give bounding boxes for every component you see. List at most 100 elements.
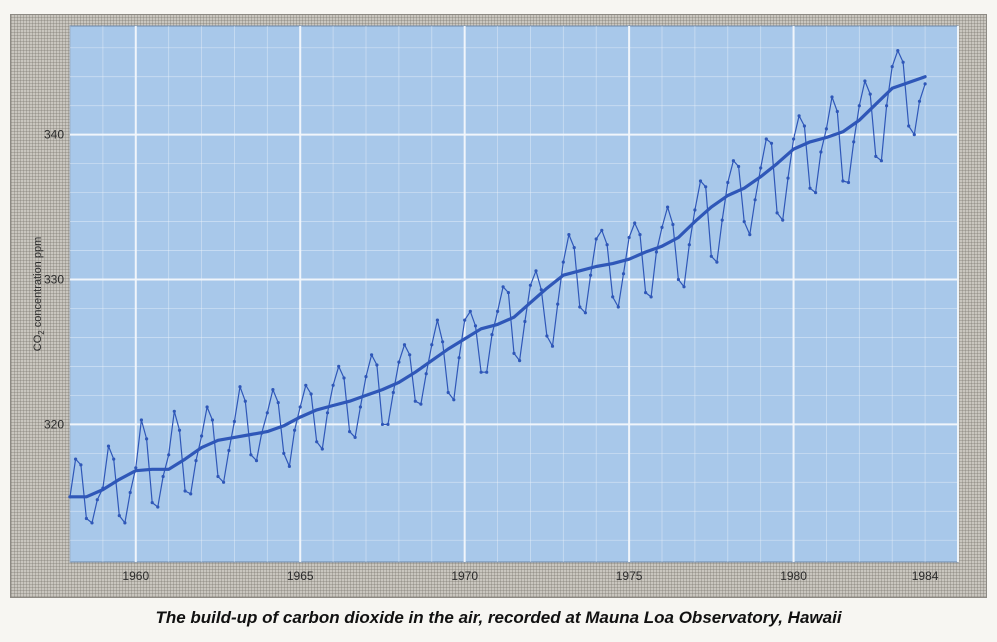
monthly-data-point (496, 309, 500, 313)
monthly-data-point (830, 95, 834, 99)
monthly-data-point (814, 191, 818, 195)
monthly-data-point (183, 489, 187, 493)
monthly-data-point (846, 180, 851, 185)
monthly-data-point (205, 405, 209, 409)
monthly-data-point (325, 411, 330, 415)
monthly-data-point (172, 409, 176, 413)
monthly-data-point (671, 222, 675, 227)
monthly-data-point (353, 435, 357, 439)
monthly-data-point (528, 283, 533, 287)
monthly-data-point (150, 501, 154, 505)
monthly-data-point (518, 359, 522, 363)
monthly-data-point (660, 225, 664, 229)
monthly-data-point (676, 277, 681, 282)
monthly-data-point (764, 137, 768, 141)
x-tick-label: 1970 (451, 569, 478, 583)
monthly-data-point (654, 250, 659, 254)
monthly-data-point (161, 474, 165, 479)
monthly-data-point (589, 273, 593, 277)
monthly-data-point (95, 498, 99, 502)
monthly-data-point (737, 164, 741, 169)
x-tick-label: 1960 (122, 569, 149, 583)
monthly-data-point (128, 490, 132, 495)
monthly-data-point (177, 428, 182, 432)
monthly-data-point (698, 179, 703, 183)
monthly-data-point (222, 480, 226, 484)
monthly-data-point (79, 463, 83, 467)
monthly-data-point (227, 448, 231, 453)
monthly-data-point (309, 392, 313, 396)
monthly-data-point (621, 272, 626, 276)
monthly-data-point (748, 233, 752, 237)
monthly-data-point (430, 343, 434, 347)
y-axis-title-post: concentration ppm (32, 237, 44, 331)
monthly-data-point (605, 243, 609, 247)
monthly-data-point (704, 185, 708, 189)
monthly-data-point (463, 318, 467, 322)
monthly-data-point (638, 233, 642, 237)
monthly-data-point (824, 127, 829, 131)
monthly-data-point (145, 437, 149, 441)
trend-line (68, 75, 927, 499)
monthly-data-point (249, 453, 253, 457)
monthly-data-point (923, 82, 927, 86)
monthly-data-point (852, 140, 856, 144)
monthly-data-point (402, 343, 407, 347)
monthly-data-point (819, 150, 823, 154)
monthly-data-point (282, 451, 286, 455)
monthly-data-point (775, 211, 779, 215)
monthly-data-point (857, 104, 861, 108)
monthly-data-point (896, 49, 900, 53)
monthly-data-point (315, 440, 319, 444)
monthly-data-point (364, 375, 368, 379)
monthly-data-point (210, 418, 214, 422)
monthly-data-point (441, 340, 445, 344)
monthly-data-point (386, 422, 390, 426)
monthly-data-point (238, 385, 242, 389)
monthly-data-point (479, 370, 483, 374)
monthly-data-point (781, 218, 785, 222)
monthly-data-point (276, 401, 280, 405)
x-tick-label: 1984 (912, 569, 939, 583)
monthly-data-point (901, 60, 905, 64)
monthly-data-point (731, 159, 736, 163)
monthly-data-point (298, 405, 302, 409)
monthly-data-point (271, 388, 275, 392)
monthly-data-point (139, 418, 143, 422)
monthly-data-point (534, 269, 538, 273)
monthly-data-point (304, 383, 308, 387)
monthly-data-point (490, 333, 494, 337)
monthly-data-point (501, 285, 505, 289)
monthly-data-point (594, 237, 598, 241)
monthly-data-point (523, 319, 527, 324)
monthly-data-point (216, 474, 220, 479)
monthly-data-point (709, 254, 713, 258)
monthly-data-point (380, 422, 384, 426)
monthly-data-point (512, 351, 516, 355)
monthly-data-point (243, 399, 247, 403)
monthly-data-point (539, 288, 543, 292)
monthly-data-point (808, 186, 812, 190)
monthly-data-point (907, 124, 911, 128)
monthly-data-point (545, 334, 549, 338)
monthly-data-point (457, 356, 461, 360)
monthly-data-point (337, 364, 341, 368)
monthly-data-point (769, 141, 774, 145)
y-tick-label: 320 (44, 417, 64, 431)
monthly-data-point (841, 179, 845, 183)
monthly-data-point (644, 291, 648, 295)
monthly-data-point (84, 516, 88, 521)
monthly-data-point (879, 159, 884, 163)
co2-line-chart: 1960 1965 1970 1975 1980 1984 320 330 340 CO2 co… (32, 25, 959, 583)
monthly-data-point (419, 402, 423, 406)
monthly-data-point (666, 205, 670, 209)
monthly-data-point (611, 295, 615, 299)
monthly-data-point (74, 457, 78, 461)
svg-text:CO2 concentration ppm: CO2 concentration ppm (32, 237, 46, 352)
monthly-data-point (232, 419, 236, 424)
monthly-data-point (868, 92, 872, 96)
y-tick-label: 340 (44, 128, 64, 142)
monthly-data-point (293, 428, 297, 432)
monthly-data-point (835, 109, 839, 114)
monthly-data-point (358, 405, 362, 409)
